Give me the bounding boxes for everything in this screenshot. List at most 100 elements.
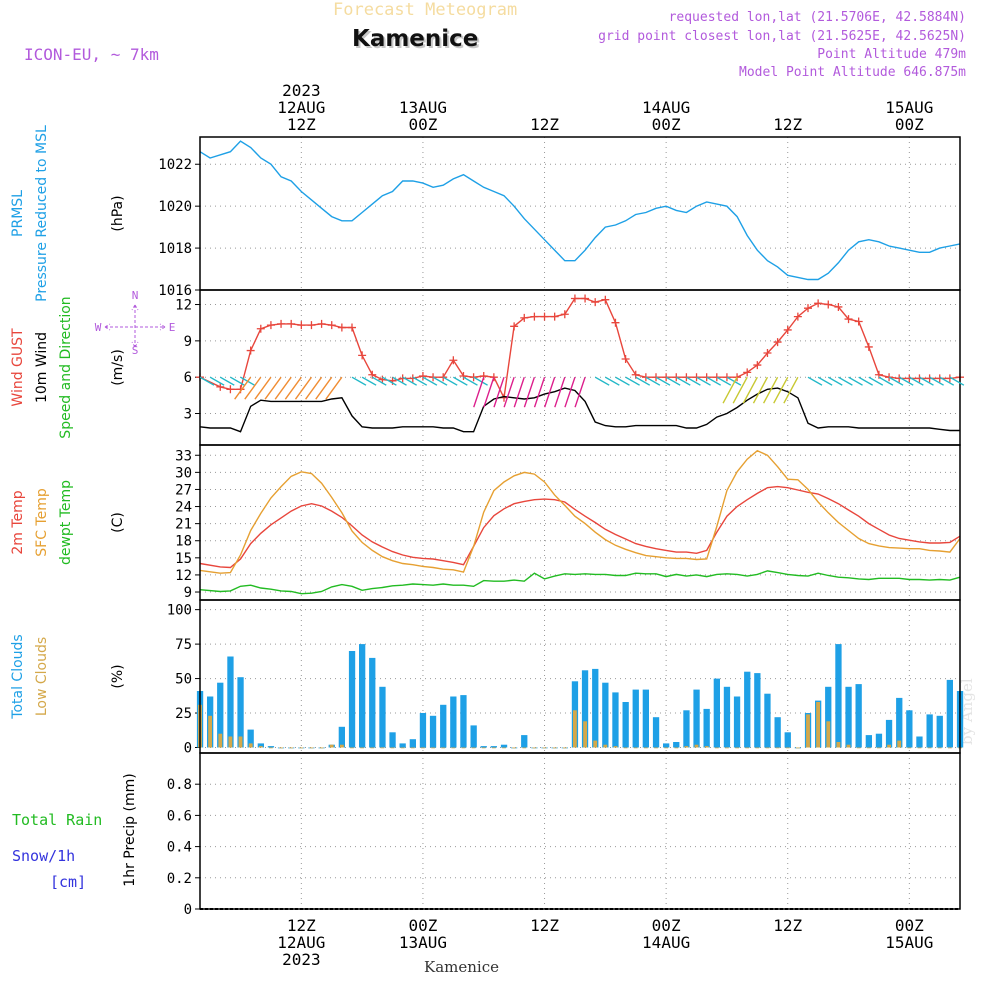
y-tick-label: 6 <box>184 370 192 386</box>
low-cloud-bar <box>319 747 324 749</box>
low-cloud-bar <box>542 747 547 749</box>
low-cloud-bar <box>633 747 638 749</box>
total-cloud-bar <box>490 746 497 748</box>
snow-unit-label: [cm] <box>50 873 86 891</box>
gust-marker <box>753 361 762 370</box>
top-time-label: 00Z <box>408 115 437 134</box>
wind-arrow <box>807 376 823 386</box>
wind-arrow <box>919 376 934 386</box>
y-tick-label: 1016 <box>158 283 192 299</box>
panel-unit: (hPa) <box>110 195 126 231</box>
panel-unit: (m/s) <box>110 349 126 386</box>
wind-arrow <box>696 376 711 386</box>
wind-arrow <box>868 376 884 386</box>
total-cloud-bar <box>642 689 649 748</box>
top-time-label: 00Z <box>652 115 681 134</box>
total-cloud-bar <box>693 689 700 748</box>
wind-arrow <box>452 376 468 386</box>
low-cloud-bar <box>735 747 739 749</box>
wind-arrow <box>929 376 944 386</box>
total-cloud-bar <box>369 657 376 748</box>
low-cloud-bar <box>410 747 415 749</box>
gust-marker <box>246 346 255 355</box>
model-point-altitude: Model Point Altitude 646.875m <box>739 65 966 80</box>
wind-arrow <box>655 376 671 386</box>
gust-marker <box>317 319 326 328</box>
total-cloud-bar <box>237 677 244 748</box>
wind-arrow <box>898 376 914 386</box>
wind-arrow <box>732 376 748 404</box>
total-cloud-bar <box>247 729 254 748</box>
snow-label: Snow/1h <box>12 847 75 865</box>
low-cloud-bar <box>755 747 760 749</box>
wind-arrow <box>483 376 495 408</box>
wind-arrow <box>544 376 556 408</box>
compass-w: W <box>95 321 102 334</box>
total-cloud-bar <box>926 714 933 748</box>
y-tick-label: 1018 <box>158 241 192 257</box>
plot-area <box>200 137 960 909</box>
bottom-time-label: 00Z <box>652 916 681 935</box>
wind-arrow <box>722 376 738 404</box>
low-cloud-bar <box>674 747 679 749</box>
wind-arrow <box>752 376 769 404</box>
wind-arrow <box>939 376 955 386</box>
low-cloud-bar <box>684 746 689 748</box>
low-cloud-bar <box>279 747 283 749</box>
low-cloud-bar <box>826 721 831 748</box>
low-cloud-bar <box>654 747 658 749</box>
gust-marker <box>844 315 853 324</box>
gust-marker <box>783 325 792 334</box>
gust-marker <box>621 355 630 364</box>
bottom-time-label: 2023 <box>282 950 321 969</box>
low-cloud-bar <box>451 747 456 749</box>
wind-arrow <box>908 376 924 386</box>
compass-n: N <box>132 289 139 302</box>
low-cloud-bar <box>907 747 912 749</box>
gust-marker <box>722 373 731 382</box>
y-tick-label: 0 <box>184 902 192 918</box>
wind-arrow <box>361 376 377 386</box>
y-tick-label: 12 <box>175 568 192 584</box>
wind-arrow <box>762 376 779 404</box>
total-cloud-bar <box>359 644 366 748</box>
panel-label: Pressure Reduced to MSL <box>34 125 50 302</box>
y-tick-label: 0.6 <box>167 808 192 824</box>
y-tick-label: 75 <box>175 637 192 653</box>
gust-marker <box>256 324 265 333</box>
total-cloud-bar <box>723 686 731 748</box>
y-tick-label: 24 <box>175 500 192 516</box>
bottom-time-label: 13AUG <box>399 933 447 952</box>
low-cloud-bar <box>552 747 557 749</box>
gust-marker <box>307 321 316 330</box>
low-cloud-bar <box>269 747 273 749</box>
gust-marker <box>266 321 275 330</box>
y-tick-label: 18 <box>175 534 192 550</box>
wind-arrow <box>382 376 397 386</box>
wind-arrow <box>412 376 428 386</box>
wind-arrow <box>199 376 215 386</box>
gust-marker <box>520 313 529 322</box>
wind-arrow <box>817 376 833 386</box>
total-cloud-bar <box>916 736 923 748</box>
wind-arrow <box>284 376 302 400</box>
gust-marker <box>287 319 296 328</box>
wind-arrow <box>442 376 458 386</box>
gridpoint-coords: grid point closest lon,lat (21.5625E, 42… <box>598 29 966 44</box>
wind-arrow <box>234 376 252 400</box>
wind-arrow <box>402 376 418 386</box>
series-dewpt-temp <box>199 570 961 595</box>
panel-label: Wind GUST <box>10 328 26 407</box>
total-cloud-bar <box>470 725 477 748</box>
wind-arrow <box>325 376 343 400</box>
total-cloud-bar <box>885 719 893 748</box>
gust-marker <box>854 317 863 326</box>
total-cloud-bar <box>521 735 528 748</box>
footer-location: Kamenice <box>424 958 499 976</box>
panel-unit: 1hr Precip (mm) <box>122 773 138 886</box>
y-tick-label: 50 <box>175 672 192 688</box>
panel-label: Low Clouds <box>34 637 50 716</box>
total-cloud-bar <box>450 696 457 748</box>
total-cloud-bar <box>440 704 447 748</box>
